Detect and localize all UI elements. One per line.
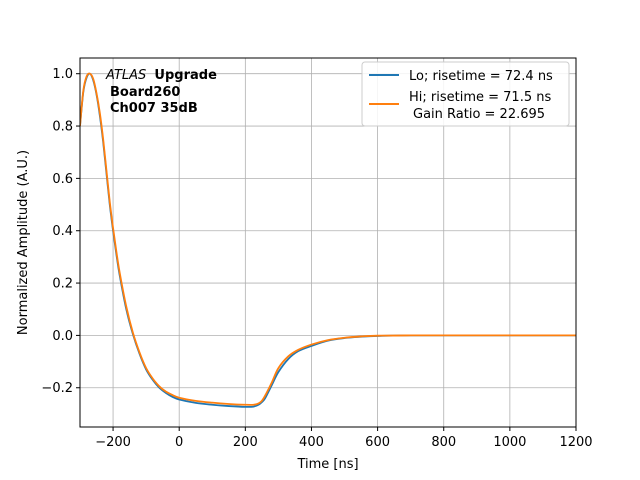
x-tick-label: 0 [175,435,183,450]
x-tick-label: 200 [233,435,258,450]
x-tick-label: 600 [365,435,390,450]
x-tick-label: −200 [95,435,131,450]
series-line-hi [80,72,576,406]
x-tick-label: 1200 [559,435,592,450]
board-label: Board260 [110,85,180,100]
y-axis-label: Normalized Amplitude (A.U.) [16,150,31,335]
x-tick-label: 400 [299,435,324,450]
legend-entry-hi-gain: Gain Ratio = 22.695 [413,107,545,122]
y-tick-label: 1.0 [52,67,73,82]
svg-text:ATLAS Upgrade: ATLAS Upgrade [105,68,217,83]
x-axis-label: Time [ns] [296,457,358,472]
legend-entry-hi: Hi; risetime = 71.5 ns [409,90,551,105]
y-tick-label: 0.0 [52,329,73,344]
x-tick-label: 800 [431,435,456,450]
plot-frame [79,57,577,428]
legend-box [361,61,570,127]
y-axis-ticks: −0.2 0.0 0.2 0.4 0.6 0.8 1.0 [41,67,80,396]
plot-series [80,72,576,408]
x-axis-ticks: −200 0 200 400 600 800 1000 1200 [95,427,593,450]
atlas-annotation: ATLAS Upgrade Board260 Ch007 35dB [105,68,217,116]
upgrade-label: Upgrade [154,68,217,83]
y-tick-label: −0.2 [41,381,73,396]
channel-label: Ch007 35dB [110,101,198,116]
legend-entry-lo: Lo; risetime = 72.4 ns [409,69,553,84]
legend: Lo; risetime = 72.4 ns Hi; risetime = 71… [361,61,570,127]
atlas-label: ATLAS [105,68,146,83]
y-tick-label: 0.4 [52,224,73,239]
y-tick-label: 0.8 [52,120,73,135]
y-tick-label: 0.6 [52,172,73,187]
y-tick-label: 0.2 [52,277,73,292]
x-tick-label: 1000 [493,435,526,450]
